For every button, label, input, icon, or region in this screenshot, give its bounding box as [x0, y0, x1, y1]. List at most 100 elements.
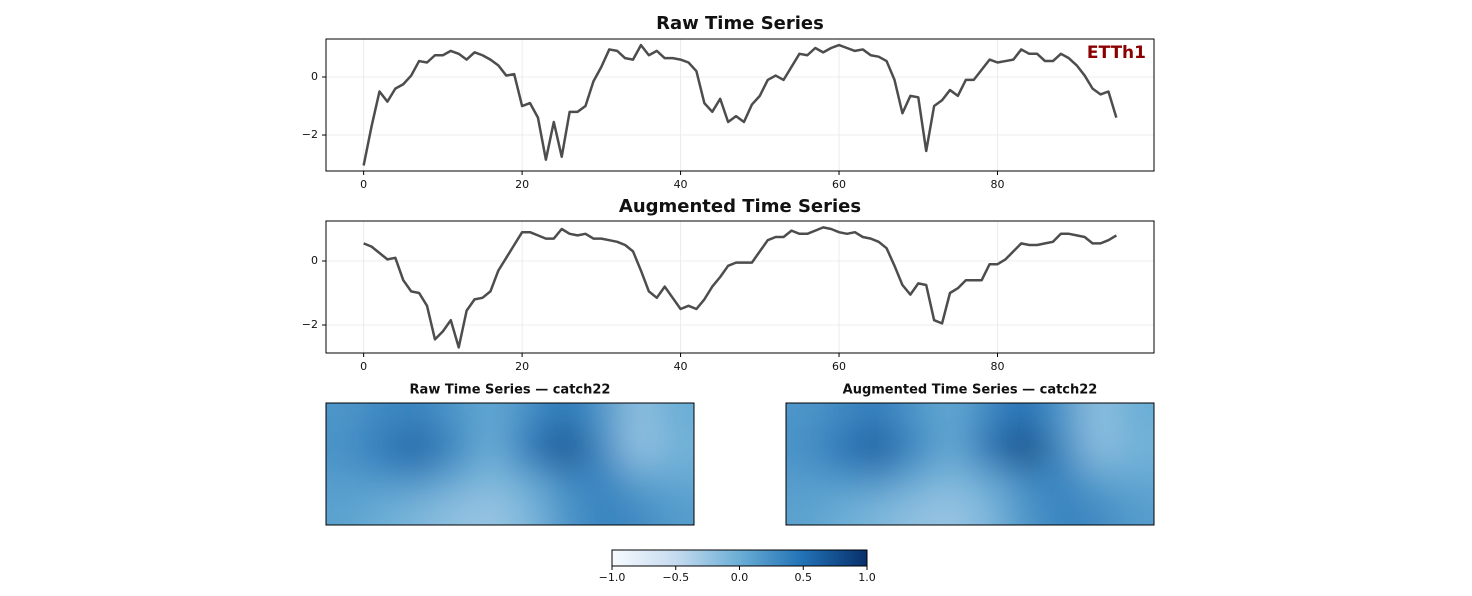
heatmap-cell [583, 494, 621, 525]
heatmap-cell [326, 403, 364, 434]
heatmap-clip [326, 403, 694, 525]
heatmap-cell [896, 494, 934, 525]
heatmap-cell [546, 433, 585, 465]
heatmap-cell [399, 403, 437, 434]
heatmap-title: Augmented Time Series — catch22 [843, 383, 1098, 398]
heatmap-cell [399, 464, 437, 495]
heatmap-title: Raw Time Series — catch22 [410, 383, 611, 398]
heatmap-clip [786, 403, 1154, 525]
heatmap-cell [510, 403, 548, 434]
heatmap-cell [859, 494, 897, 525]
heatmap-cell [620, 433, 658, 465]
plot-frame [325, 38, 1155, 172]
heatmap-cell [786, 494, 824, 525]
x-tick-label: 40 [674, 360, 688, 373]
heatmap-cell [970, 433, 1008, 465]
heatmap-cells [786, 403, 1154, 525]
x-tick-label: 80 [991, 360, 1005, 373]
heatmap-cell [859, 464, 897, 495]
heatmap-cell [822, 403, 861, 434]
x-tick-label: 0 [360, 360, 367, 373]
heatmap-cell [1006, 464, 1045, 495]
x-tick-label: 40 [674, 178, 688, 191]
heatmap-cell [473, 464, 511, 495]
chart-title: Augmented Time Series [619, 196, 861, 217]
y-tick-label: −2 [302, 318, 318, 331]
heatmap-cell [859, 433, 897, 465]
colorbar-tick-label: 0.5 [795, 571, 813, 584]
heatmap-cell [933, 433, 971, 465]
colorbar-tick-label: −0.5 [662, 571, 689, 584]
y-tick-label: −2 [302, 128, 318, 141]
heatmap-cell [620, 403, 658, 434]
heatmap-cell [326, 464, 364, 495]
heatmap-cell [362, 433, 401, 465]
colorbar-tick-label: −1.0 [599, 571, 626, 584]
heatmap-cell [1043, 433, 1081, 465]
heatmap-cell [362, 464, 401, 495]
heatmap-cell [859, 403, 897, 434]
heatmap-cell [933, 464, 971, 495]
heatmap-cell [436, 464, 474, 495]
annotation: ETTh1 [1087, 43, 1146, 63]
heatmap-cell [326, 433, 364, 465]
heatmap-cell [436, 403, 474, 434]
heatmap-cell [546, 403, 585, 434]
heatmap-cell [1117, 494, 1154, 525]
colorbar [611, 549, 868, 567]
heatmap-cell [620, 494, 658, 525]
x-tick-label: 60 [832, 360, 846, 373]
chart-title: Raw Time Series [656, 13, 824, 34]
heatmap-cell [1006, 433, 1045, 465]
heatmap-cell [822, 494, 861, 525]
heatmap-cell [1117, 433, 1154, 465]
heatmap-cell [510, 464, 548, 495]
x-tick-label: 20 [515, 360, 529, 373]
heatmap-cell [657, 433, 694, 465]
heatmap-cell [786, 403, 824, 434]
heatmap-cell [362, 494, 401, 525]
y-tick-label: 0 [311, 254, 318, 267]
heatmap-cell [473, 494, 511, 525]
heatmap-cell [1043, 494, 1081, 525]
plot-frame [325, 220, 1155, 354]
heatmap-cell [510, 433, 548, 465]
heatmap-frame [325, 402, 695, 526]
heatmap-cell [399, 494, 437, 525]
heatmap-cell [583, 403, 621, 434]
series-line [362, 43, 1118, 166]
heatmap-cell [583, 433, 621, 465]
x-tick-label: 80 [991, 178, 1005, 191]
heatmap-cells [326, 403, 694, 525]
heatmap-cell [1117, 464, 1154, 495]
heatmap-cell [786, 433, 824, 465]
heatmap-cell [970, 464, 1008, 495]
heatmap-cell [1006, 403, 1045, 434]
x-tick-label: 20 [515, 178, 529, 191]
heatmap-cell [1043, 403, 1081, 434]
heatmap-cell [436, 494, 474, 525]
x-tick-label: 60 [832, 178, 846, 191]
heatmap-cell [1080, 494, 1118, 525]
colorbar-tick-label: 1.0 [858, 571, 876, 584]
heatmap-cell [896, 433, 934, 465]
heatmap-cell [970, 403, 1008, 434]
heatmap-cell [657, 403, 694, 434]
heatmap-cell [1080, 464, 1118, 495]
x-tick-label: 0 [360, 178, 367, 191]
heatmap-cell [399, 433, 437, 465]
series-line [363, 226, 1118, 349]
heatmap-cell [896, 464, 934, 495]
heatmap-cell [620, 464, 658, 495]
heatmap-cell [933, 403, 971, 434]
heatmap-cell [546, 464, 585, 495]
heatmap-cell [510, 494, 548, 525]
heatmap-cell [933, 494, 971, 525]
heatmap-cell [822, 433, 861, 465]
heatmap-cell [473, 433, 511, 465]
y-tick-label: 0 [311, 70, 318, 83]
heatmap-cell [473, 403, 511, 434]
heatmap-cell [1117, 403, 1154, 434]
heatmap-cell [1080, 403, 1118, 434]
